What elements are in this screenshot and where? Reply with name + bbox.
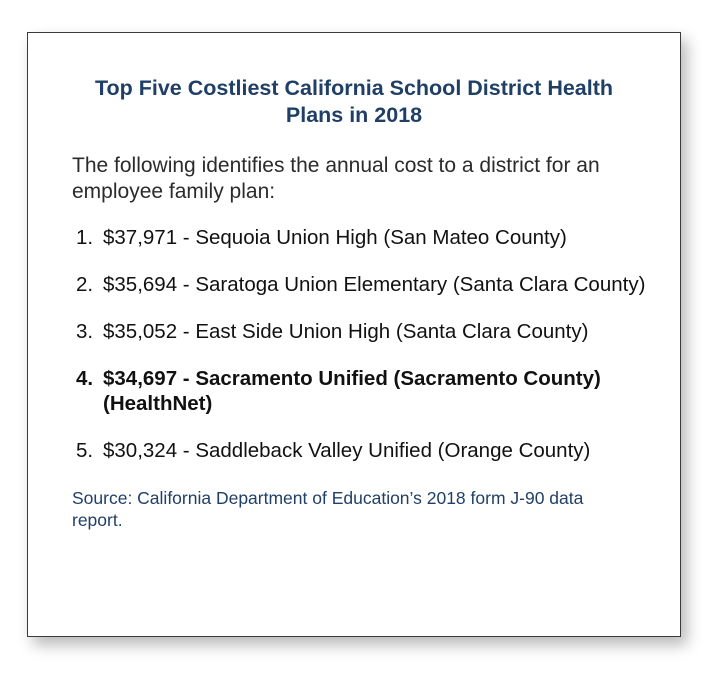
list-item-number: 1. [76, 226, 94, 249]
card-title: Top Five Costliest California School Dis… [94, 76, 614, 127]
list-item-text: $37,971 - Sequoia Union High (San Mateo … [103, 226, 567, 249]
district-list: 1. $37,971 - Sequoia Union High (San Mat… [76, 225, 672, 463]
list-item-number: 3. [76, 320, 94, 343]
list-item: 5. $30,324 - Saddleback Valley Unified (… [76, 438, 672, 463]
list-item-number: 4. [76, 367, 94, 390]
list-item-number: 5. [76, 439, 94, 462]
list-item-number: 2. [76, 273, 94, 296]
list-item-highlighted: 4. $34,697 - Sacramento Unified (Sacrame… [76, 366, 672, 416]
list-item-text: $35,694 - Saratoga Union Elementary (San… [103, 273, 646, 296]
list-item-text: $35,052 - East Side Union High (Santa Cl… [103, 320, 589, 343]
list-item-text: $30,324 - Saddleback Valley Unified (Ora… [103, 439, 591, 462]
list-item-text: $34,697 - Sacramento Unified (Sacramento… [103, 367, 601, 415]
list-item: 2. $35,694 - Saratoga Union Elementary (… [76, 272, 672, 297]
source-note: Source: California Department of Educati… [72, 488, 584, 530]
list-item: 1. $37,971 - Sequoia Union High (San Mat… [76, 225, 672, 250]
intro-text: The following identifies the annual cost… [72, 154, 600, 203]
info-card: Top Five Costliest California School Dis… [27, 32, 681, 637]
list-item: 3. $35,052 - East Side Union High (Santa… [76, 319, 672, 344]
